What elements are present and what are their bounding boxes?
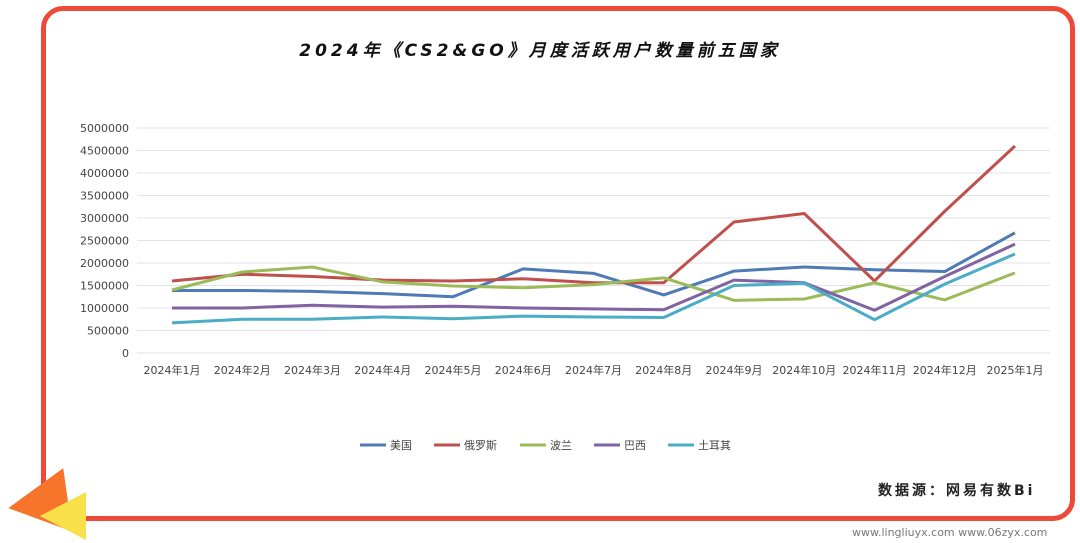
y-tick-label: 1500000 bbox=[80, 280, 129, 293]
decorative-arrow-yellow bbox=[40, 492, 86, 540]
series-line-美国 bbox=[172, 231, 1016, 299]
x-tick-label: 2024年3月 bbox=[284, 363, 341, 377]
legend-label: 美国 bbox=[390, 439, 412, 452]
x-tick-label: 2024年5月 bbox=[425, 363, 482, 377]
series-line-波兰 bbox=[171, 265, 1016, 302]
y-tick-label: 4500000 bbox=[80, 145, 129, 158]
x-tick-label: 2025年1月 bbox=[987, 363, 1044, 377]
legend-label: 俄罗斯 bbox=[464, 439, 497, 452]
legend-label: 土耳其 bbox=[698, 439, 731, 452]
x-tick-label: 2024年9月 bbox=[706, 363, 763, 377]
y-tick-label: 0 bbox=[122, 347, 129, 360]
y-tick-label: 500000 bbox=[87, 325, 129, 338]
y-tick-label: 5000000 bbox=[80, 122, 129, 135]
x-tick-label: 2024年6月 bbox=[495, 363, 552, 377]
y-tick-label: 4000000 bbox=[80, 167, 129, 180]
y-tick-label: 1000000 bbox=[80, 302, 129, 315]
chart-title: 2024年《CS2&GO》月度活跃用户数量前五国家 bbox=[299, 41, 781, 61]
x-tick-label: 2024年1月 bbox=[144, 363, 201, 377]
series-line-巴西 bbox=[172, 242, 1016, 312]
y-tick-label: 2000000 bbox=[80, 257, 129, 270]
legend-label: 巴西 bbox=[624, 439, 646, 452]
x-tick-label: 2024年8月 bbox=[635, 363, 692, 377]
series-line-土耳其 bbox=[171, 252, 1016, 325]
series-line-俄罗斯 bbox=[171, 144, 1017, 285]
watermark-site: www.lingliuyx.com www.06zyx.com bbox=[852, 526, 1048, 539]
legend-label: 波兰 bbox=[550, 439, 572, 452]
x-tick-label: 2024年2月 bbox=[214, 363, 271, 377]
y-tick-label: 3500000 bbox=[80, 190, 129, 203]
data-source: 数据源：网易有数Bi bbox=[878, 483, 1036, 499]
x-tick-label: 2024年10月 bbox=[772, 363, 836, 377]
x-tick-label: 2024年11月 bbox=[843, 363, 907, 377]
y-tick-label: 2500000 bbox=[80, 235, 129, 248]
y-tick-label: 3000000 bbox=[80, 212, 129, 225]
x-tick-label: 2024年4月 bbox=[354, 363, 411, 377]
x-tick-label: 2024年7月 bbox=[565, 363, 622, 377]
x-tick-label: 2024年12月 bbox=[913, 363, 977, 377]
